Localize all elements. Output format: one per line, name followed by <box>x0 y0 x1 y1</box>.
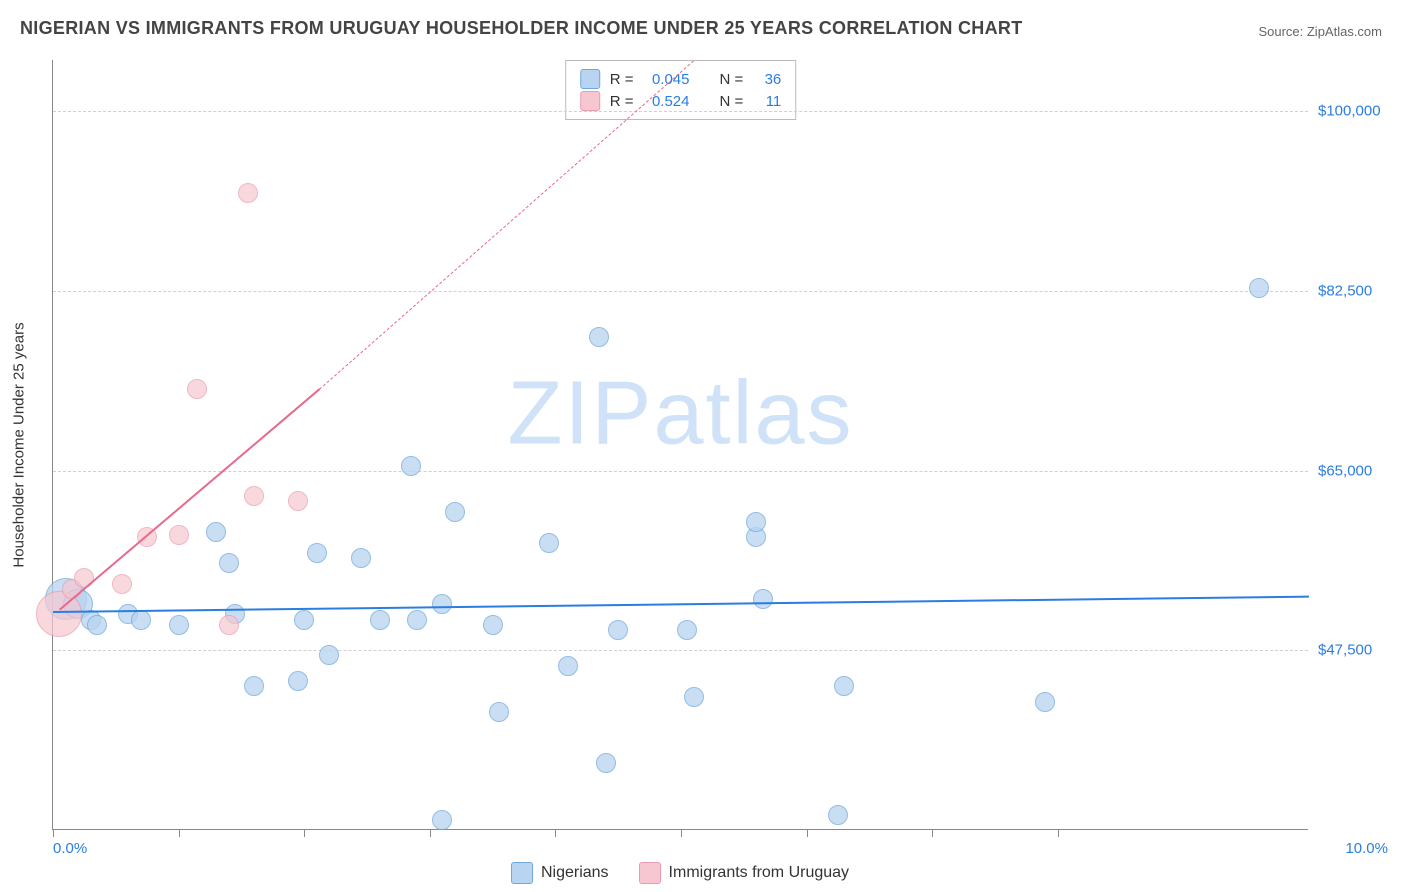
x-axis-label-min: 0.0% <box>53 840 87 857</box>
data-point <box>112 574 132 594</box>
y-tick-label: $47,500 <box>1318 642 1398 659</box>
series-legend-item: Immigrants from Uruguay <box>639 862 850 884</box>
data-point <box>87 615 107 635</box>
source-label: Source: ZipAtlas.com <box>1258 24 1382 39</box>
trend-line <box>319 60 694 389</box>
data-point <box>288 491 308 511</box>
data-point <box>489 702 509 722</box>
gridline <box>53 111 1308 112</box>
n-label: N = <box>720 93 744 110</box>
data-point <box>432 810 452 830</box>
data-point <box>169 525 189 545</box>
n-value: 11 <box>753 93 781 110</box>
x-tick <box>1058 829 1059 837</box>
r-label: R = <box>610 93 634 110</box>
gridline <box>53 291 1308 292</box>
data-point <box>401 456 421 476</box>
series-label: Nigerians <box>541 864 609 882</box>
data-point <box>244 676 264 696</box>
data-point <box>288 671 308 691</box>
gridline <box>53 650 1308 651</box>
data-point <box>238 183 258 203</box>
x-tick <box>932 829 933 837</box>
data-point <box>187 379 207 399</box>
x-tick <box>53 829 54 837</box>
data-point <box>828 805 848 825</box>
x-tick <box>807 829 808 837</box>
n-value: 36 <box>753 71 781 88</box>
y-tick-label: $65,000 <box>1318 462 1398 479</box>
data-point <box>539 533 559 553</box>
data-point <box>206 522 226 542</box>
data-point <box>219 615 239 635</box>
gridline <box>53 471 1308 472</box>
data-point <box>244 486 264 506</box>
trend-line <box>59 389 320 611</box>
source-prefix: Source: <box>1258 24 1306 39</box>
correlation-legend-row: R = 0.524 N = 11 <box>580 91 782 111</box>
data-point <box>1035 692 1055 712</box>
data-point <box>407 610 427 630</box>
data-point <box>608 620 628 640</box>
legend-swatch <box>639 862 661 884</box>
data-point <box>36 591 82 637</box>
data-point <box>432 594 452 614</box>
x-tick <box>555 829 556 837</box>
scatter-plot-area: ZIPatlas Householder Income Under 25 yea… <box>52 60 1308 830</box>
data-point <box>74 568 94 588</box>
x-tick <box>179 829 180 837</box>
data-point <box>1249 278 1269 298</box>
trend-line <box>53 596 1309 613</box>
series-label: Immigrants from Uruguay <box>669 864 850 882</box>
chart-title: NIGERIAN VS IMMIGRANTS FROM URUGUAY HOUS… <box>20 18 1023 39</box>
y-tick-label: $100,000 <box>1318 103 1398 120</box>
data-point <box>558 656 578 676</box>
data-point <box>445 502 465 522</box>
data-point <box>746 512 766 532</box>
data-point <box>753 589 773 609</box>
data-point <box>219 553 239 573</box>
data-point <box>294 610 314 630</box>
source-value: ZipAtlas.com <box>1307 24 1382 39</box>
r-value: 0.524 <box>644 93 690 110</box>
y-tick-label: $82,500 <box>1318 283 1398 300</box>
data-point <box>319 645 339 665</box>
r-label: R = <box>610 71 634 88</box>
x-tick <box>681 829 682 837</box>
legend-swatch <box>580 91 600 111</box>
y-axis-title: Householder Income Under 25 years <box>11 322 28 567</box>
x-axis-label-max: 10.0% <box>1345 840 1388 857</box>
data-point <box>131 610 151 630</box>
series-legend: Nigerians Immigrants from Uruguay <box>52 862 1308 884</box>
watermark-thin: atlas <box>653 363 853 463</box>
data-point <box>370 610 390 630</box>
watermark: ZIPatlas <box>507 362 853 465</box>
series-legend-item: Nigerians <box>511 862 609 884</box>
data-point <box>834 676 854 696</box>
legend-swatch <box>511 862 533 884</box>
x-tick <box>430 829 431 837</box>
data-point <box>589 327 609 347</box>
data-point <box>483 615 503 635</box>
legend-swatch <box>580 69 600 89</box>
watermark-bold: ZIP <box>507 363 653 463</box>
data-point <box>596 753 616 773</box>
data-point <box>351 548 371 568</box>
x-tick <box>304 829 305 837</box>
n-label: N = <box>720 71 744 88</box>
data-point <box>684 687 704 707</box>
data-point <box>169 615 189 635</box>
data-point <box>677 620 697 640</box>
data-point <box>307 543 327 563</box>
